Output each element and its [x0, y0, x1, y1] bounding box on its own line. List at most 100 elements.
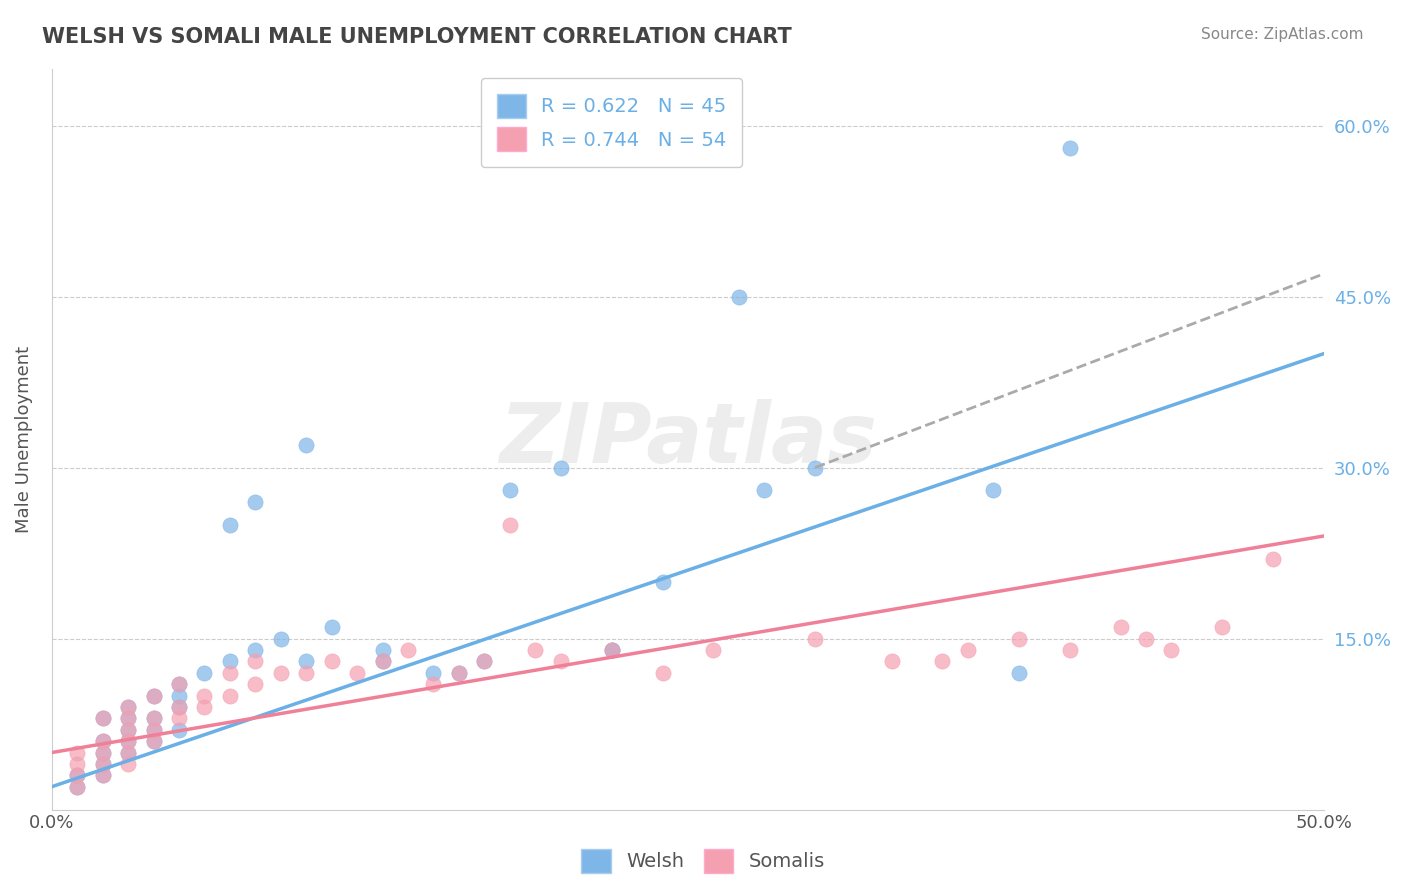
Point: [117, 711, 139, 725]
Point: [66, 780, 89, 794]
Point: [91, 734, 114, 748]
Point: [219, 665, 242, 680]
Point: [91, 768, 114, 782]
Point: [1109, 620, 1132, 634]
Point: [91, 711, 114, 725]
Point: [1008, 665, 1031, 680]
Point: [727, 289, 749, 303]
Point: [66, 768, 89, 782]
Point: [472, 654, 495, 668]
Point: [1263, 551, 1285, 566]
Point: [117, 746, 139, 760]
Point: [91, 746, 114, 760]
Point: [245, 643, 267, 657]
Point: [550, 654, 572, 668]
Point: [346, 665, 368, 680]
Point: [91, 734, 114, 748]
Point: [524, 643, 547, 657]
Point: [142, 689, 165, 703]
Point: [472, 654, 495, 668]
Point: [447, 665, 470, 680]
Point: [295, 665, 318, 680]
Point: [371, 654, 394, 668]
Point: [193, 689, 215, 703]
Point: [117, 723, 139, 737]
Point: [117, 700, 139, 714]
Point: [167, 689, 190, 703]
Point: [117, 711, 139, 725]
Point: [245, 654, 267, 668]
Point: [193, 700, 215, 714]
Point: [91, 711, 114, 725]
Point: [600, 643, 623, 657]
Point: [804, 460, 827, 475]
Point: [142, 723, 165, 737]
Point: [245, 494, 267, 508]
Point: [66, 780, 89, 794]
Point: [321, 654, 343, 668]
Point: [1059, 141, 1081, 155]
Point: [956, 643, 979, 657]
Point: [880, 654, 903, 668]
Point: [142, 689, 165, 703]
Point: [117, 746, 139, 760]
Point: [754, 483, 776, 498]
Point: [600, 643, 623, 657]
Point: [295, 654, 318, 668]
Point: [651, 574, 673, 589]
Point: [193, 665, 215, 680]
Point: [245, 677, 267, 691]
Point: [117, 756, 139, 771]
Point: [396, 643, 419, 657]
Point: [702, 643, 724, 657]
Point: [1008, 632, 1031, 646]
Point: [1211, 620, 1233, 634]
Point: [117, 723, 139, 737]
Point: [91, 768, 114, 782]
Point: [422, 665, 444, 680]
Point: [142, 734, 165, 748]
Point: [270, 665, 292, 680]
Point: [91, 756, 114, 771]
Point: [167, 700, 190, 714]
Point: [91, 746, 114, 760]
Point: [981, 483, 1004, 498]
Point: [499, 517, 522, 532]
Point: [167, 700, 190, 714]
Point: [651, 665, 673, 680]
Point: [600, 643, 623, 657]
Point: [931, 654, 953, 668]
Point: [447, 665, 470, 680]
Point: [371, 654, 394, 668]
Point: [219, 654, 242, 668]
Text: ZIPatlas: ZIPatlas: [499, 399, 877, 480]
Point: [142, 723, 165, 737]
Point: [550, 460, 572, 475]
Legend: R = 0.622   N = 45, R = 0.744   N = 54: R = 0.622 N = 45, R = 0.744 N = 54: [481, 78, 742, 167]
Point: [167, 677, 190, 691]
Point: [804, 632, 827, 646]
Point: [1135, 632, 1157, 646]
Point: [117, 734, 139, 748]
Point: [167, 711, 190, 725]
Point: [66, 746, 89, 760]
Point: [270, 632, 292, 646]
Point: [66, 768, 89, 782]
Point: [499, 483, 522, 498]
Point: [66, 756, 89, 771]
Point: [371, 643, 394, 657]
Text: Source: ZipAtlas.com: Source: ZipAtlas.com: [1201, 27, 1364, 42]
Point: [219, 517, 242, 532]
Point: [1160, 643, 1182, 657]
Point: [117, 734, 139, 748]
Y-axis label: Male Unemployment: Male Unemployment: [15, 345, 32, 533]
Legend: Welsh, Somalis: Welsh, Somalis: [572, 839, 834, 882]
Point: [167, 677, 190, 691]
Text: WELSH VS SOMALI MALE UNEMPLOYMENT CORRELATION CHART: WELSH VS SOMALI MALE UNEMPLOYMENT CORREL…: [42, 27, 792, 46]
Point: [142, 711, 165, 725]
Point: [295, 438, 318, 452]
Point: [167, 723, 190, 737]
Point: [321, 620, 343, 634]
Point: [1059, 643, 1081, 657]
Point: [91, 756, 114, 771]
